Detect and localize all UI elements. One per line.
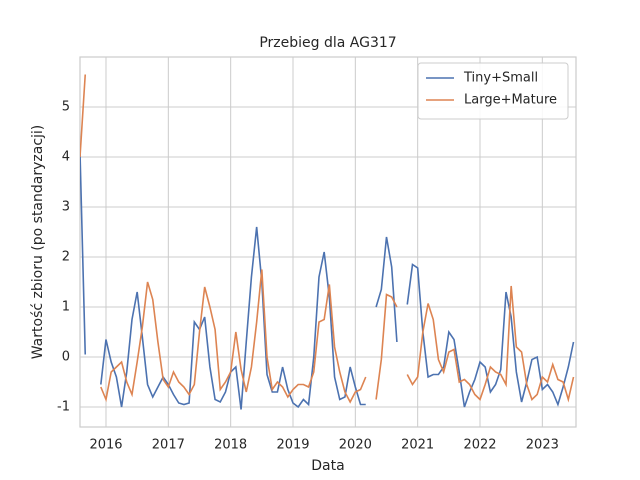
y-tick-label: 1 <box>62 300 70 315</box>
plot-frame <box>79 56 577 428</box>
x-axis-label: Data <box>311 458 344 474</box>
x-tick-label: 2021 <box>401 438 434 453</box>
x-tick-label: 2019 <box>276 438 309 453</box>
x-tick-label: 2017 <box>152 438 185 453</box>
legend-label: Tiny+Small <box>463 71 538 86</box>
legend-label: Large+Mature <box>464 93 557 108</box>
series-line <box>80 151 575 410</box>
chart-title: Przebieg dla AG317 <box>259 35 396 51</box>
series-line <box>80 74 575 404</box>
y-tick-label: 3 <box>62 200 70 215</box>
y-tick-label: 4 <box>62 150 70 165</box>
x-tick-label: 2023 <box>526 438 559 453</box>
legend-box <box>417 62 569 120</box>
x-tick-label: 2022 <box>463 438 496 453</box>
x-tick-label: 2018 <box>214 438 247 453</box>
y-tick-label: 5 <box>62 100 70 115</box>
x-tick-label: 2016 <box>89 438 122 453</box>
y-tick-label: 2 <box>62 250 70 265</box>
x-tick-label: 2020 <box>339 438 372 453</box>
y-axis-label: Wartość zbioru (po standaryzacji) <box>30 125 46 360</box>
y-tick-label: 0 <box>62 350 70 365</box>
y-tick-label: -1 <box>57 400 70 415</box>
